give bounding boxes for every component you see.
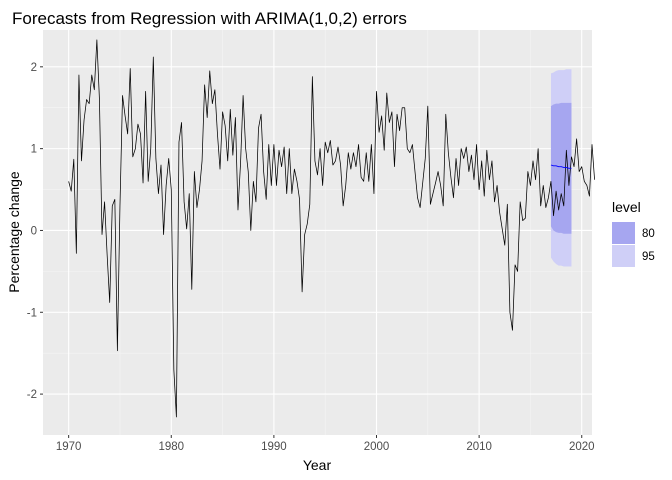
minor-gridlines <box>43 30 592 435</box>
y-tick-label: -1 <box>27 307 37 319</box>
plot-panel <box>43 30 592 435</box>
x-tick-label: 1990 <box>261 441 287 453</box>
legend-label-80: 80 <box>642 228 655 240</box>
x-tick-label: 2020 <box>569 441 595 453</box>
tick-labels: 1970 1980 1990 2000 2010 2020 -2 -1 0 1 2 <box>27 62 595 453</box>
forecast-series-line <box>550 164 572 169</box>
legend-key-80 <box>612 222 635 244</box>
major-gridlines <box>43 30 592 435</box>
historical-series-line <box>68 39 595 418</box>
series-lines <box>68 39 595 418</box>
chart-title: Forecasts from Regression with ARIMA(1,0… <box>12 9 407 28</box>
prediction-intervals <box>550 69 572 267</box>
y-axis-title: Percentage change <box>6 171 22 293</box>
x-tick-label: 1980 <box>158 441 184 453</box>
legend-key-95 <box>612 245 635 267</box>
y-tick-label: 2 <box>31 62 37 74</box>
x-tick-label: 2000 <box>364 441 390 453</box>
y-tick-label: 0 <box>31 225 37 237</box>
x-axis-title: Year <box>303 457 332 473</box>
interval-band-80 <box>550 102 572 234</box>
legend-label-95: 95 <box>642 251 655 263</box>
legend-title: level <box>612 199 641 215</box>
legend: level 80 95 <box>612 199 655 267</box>
x-tick-label: 1970 <box>56 441 82 453</box>
axis-ticks <box>40 66 583 438</box>
y-tick-label: -2 <box>27 389 37 401</box>
x-tick-label: 2010 <box>466 441 492 453</box>
y-tick-label: 1 <box>31 144 37 156</box>
